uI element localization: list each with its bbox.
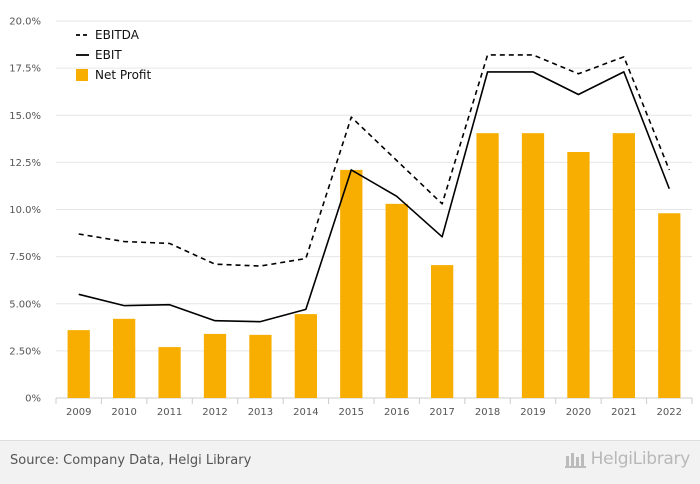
net-profit-bar: [203, 333, 227, 398]
footer: Source: Company Data, Helgi Library Helg…: [0, 440, 700, 484]
net-profit-bar: [294, 314, 317, 398]
y-axis-ticks: 0% 2.50% 5.00% 7.50% 10.0% 12.5% 15.0% 17.5% 20.…: [9, 17, 41, 405]
chart: 0% 2.50% 5.00% 7.50% 10.0% 12.5% 15.0% 17.5% 20.…: [9, 17, 693, 418]
x-tick-label: 2009: [66, 407, 91, 418]
net-profit-bar: [340, 169, 363, 398]
ebit-line: [78, 71, 671, 323]
y-tick-label: 7.50%: [9, 252, 41, 263]
library-logo-icon: [564, 453, 586, 468]
net-profit-bar: [158, 347, 181, 398]
x-tick-label: 2020: [566, 407, 591, 418]
legend-label-ebit: EBIT: [95, 48, 122, 62]
legend: EBITDA EBIT Net Profit: [76, 28, 151, 82]
net-profit-bar: [385, 203, 408, 398]
y-tick-label: 2.50%: [9, 346, 41, 357]
x-tick-label: 2013: [248, 407, 273, 418]
x-tick-label: 2017: [429, 407, 454, 418]
x-tick-label: 2010: [111, 407, 136, 418]
y-tick-label: 10.0%: [9, 205, 41, 216]
x-tick-label: 2012: [202, 407, 227, 418]
net-profit-bar: [431, 265, 454, 398]
y-tick-label: 0%: [25, 394, 41, 405]
y-tick-label: 12.5%: [9, 158, 41, 169]
net-profit-bar: [521, 133, 545, 398]
brand-name: HelgiLibrary: [590, 449, 691, 469]
line-series: [78, 54, 671, 323]
legend-marker-net-profit: [76, 69, 88, 81]
x-tick-label: 2016: [384, 407, 409, 418]
grid-lines: [56, 20, 692, 399]
legend-label-ebitda: EBITDA: [95, 28, 140, 42]
ebitda-line: [78, 54, 671, 267]
legend-label-net-profit: Net Profit: [95, 68, 151, 82]
x-tick-label: 2015: [339, 407, 364, 418]
x-tick-label: 2011: [157, 407, 182, 418]
y-tick-label: 20.0%: [9, 17, 41, 28]
y-tick-label: 5.00%: [9, 299, 41, 310]
x-tick-label: 2014: [293, 407, 318, 418]
net-profit-bar: [658, 213, 681, 398]
net-profit-bar: [67, 330, 90, 398]
net-profit-bar: [567, 152, 590, 398]
net-profit-bar: [249, 334, 272, 398]
source-text: Source: Company Data, Helgi Library: [10, 453, 252, 468]
x-axis-ticks: 2009 2010 2011 2012 2013 2014 2015 2016 2017 2018…: [55, 398, 693, 418]
net-profit-bars: [67, 133, 681, 398]
x-tick-label: 2022: [657, 407, 682, 418]
x-tick-label: 2018: [475, 407, 500, 418]
x-tick-label: 2021: [611, 407, 636, 418]
net-profit-bar: [113, 318, 136, 398]
brand: HelgiLibrary: [564, 449, 691, 469]
x-tick-label: 2019: [520, 407, 545, 418]
y-tick-label: 17.5%: [9, 64, 41, 75]
net-profit-bar: [612, 133, 635, 398]
net-profit-bar: [476, 133, 499, 398]
y-tick-label: 15.0%: [9, 111, 41, 122]
